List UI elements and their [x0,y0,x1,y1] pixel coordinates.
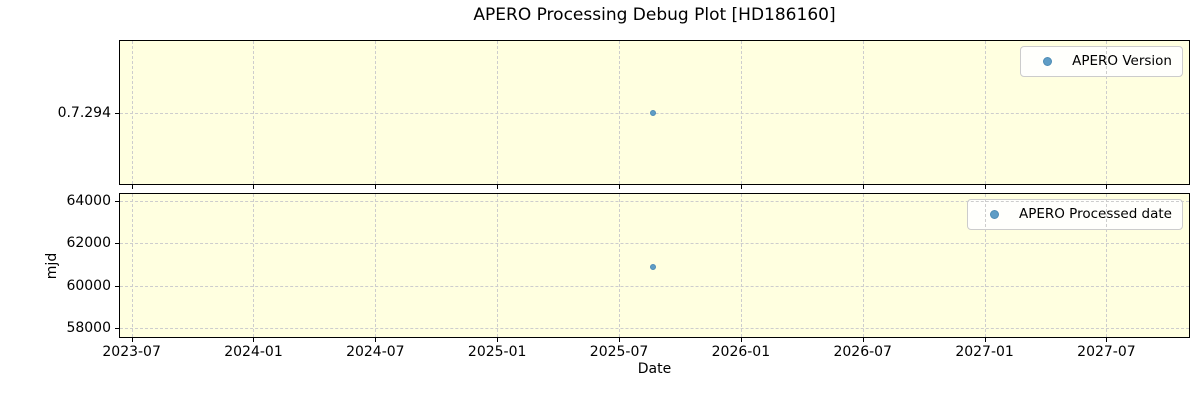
y-tick-label: 62000 [66,235,111,252]
x-tick-mark [375,338,377,342]
x-tick-label: 2025-07 [589,344,649,360]
x-axis-label-date: Date [637,361,672,377]
y-tick-mark [115,285,119,287]
x-tick-label: 2027-07 [1077,344,1136,360]
x-gridline [619,194,621,337]
x-tick-label: 2024-07 [346,344,405,360]
y-tick-mark [115,112,119,114]
x-tick-label: 2027-01 [955,344,1014,360]
y-tick-label: 60000 [66,277,111,294]
x-gridline [131,41,133,184]
data-point-apero-version [650,109,657,116]
x-gridline [862,41,864,184]
x-tick-mark [131,185,133,189]
legend-label: APERO Version [1072,53,1172,69]
x-gridline [619,41,621,184]
data-point-apero-processed-date [650,263,657,270]
x-tick-mark [497,338,499,342]
legend-marker-icon [1043,56,1053,66]
x-tick-label: 2026-01 [711,344,771,360]
x-gridline [984,194,986,337]
y-tick-label: 58000 [66,320,111,337]
x-tick-mark [253,338,255,342]
y-tick-label: 64000 [66,192,111,209]
x-tick-label: 2023-07 [102,344,161,360]
x-gridline [1106,194,1108,337]
x-gridline [131,194,133,337]
x-tick-mark [740,338,742,342]
x-gridline [1106,41,1108,184]
x-tick-mark [131,338,133,342]
y-tick-mark [115,243,119,245]
x-tick-mark [740,185,742,189]
y-tick-mark [115,328,119,330]
x-gridline [740,41,742,184]
x-tick-mark [984,185,986,189]
x-tick-label: 2025-01 [467,344,527,360]
x-tick-mark [862,185,864,189]
x-tick-label: 2026-07 [833,344,892,360]
x-tick-mark [375,185,377,189]
x-tick-mark [1106,338,1108,342]
y-gridline [120,243,1189,245]
x-tick-mark [497,185,499,189]
y-tick-label: 0.7.294 [57,104,111,121]
x-gridline [497,41,499,184]
y-gridline [120,328,1189,330]
x-tick-mark [253,185,255,189]
y-gridline [120,200,1189,202]
x-gridline [740,194,742,337]
legend-label: APERO Processed date [1018,206,1172,222]
x-gridline [984,41,986,184]
version-plot-area: APERO Version [119,40,1190,185]
x-tick-mark [984,338,986,342]
x-tick-mark [619,185,621,189]
legend-version: APERO Version [1020,46,1183,77]
legend-marker-icon [989,209,999,219]
x-tick-mark [619,338,621,342]
y-tick-mark [115,200,119,202]
legend-processed-date: APERO Processed date [966,199,1183,230]
mjd-plot-area: APERO Processed date [119,193,1190,338]
x-gridline [253,194,255,337]
x-tick-label: 2024-01 [224,344,283,360]
x-tick-mark [862,338,864,342]
plot-title: APERO Processing Debug Plot [HD186160] [473,5,836,25]
x-gridline [375,41,377,184]
x-gridline [253,41,255,184]
x-tick-mark [1106,185,1108,189]
x-gridline [497,194,499,337]
x-gridline [375,194,377,337]
y-axis-label-mjd: mjd [44,252,60,280]
y-gridline [120,285,1189,287]
x-gridline [862,194,864,337]
